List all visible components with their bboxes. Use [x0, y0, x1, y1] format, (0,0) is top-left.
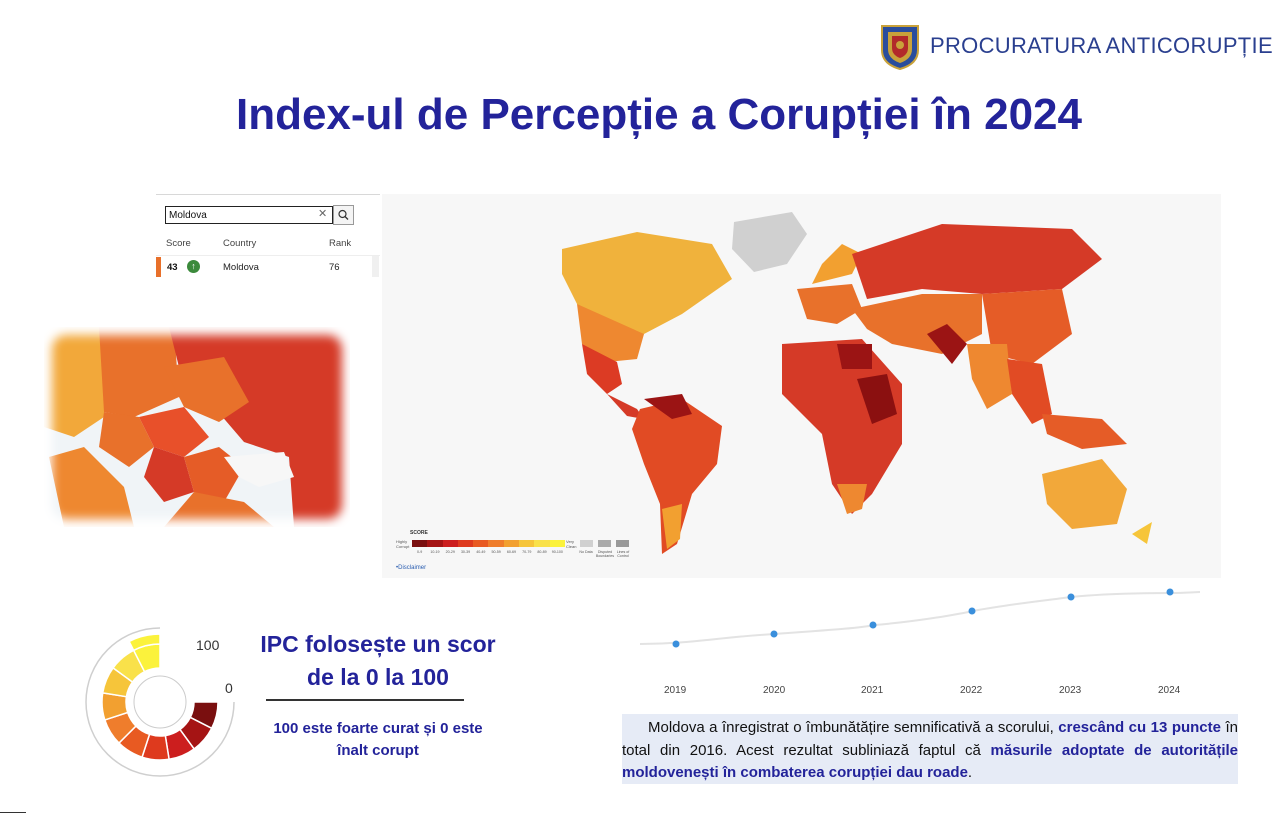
legend-swatch — [549, 540, 565, 547]
legend-swatch — [534, 540, 550, 547]
year-label: 2023 — [1059, 685, 1082, 696]
legend-tick: 60-69 — [506, 550, 517, 554]
summary-highlight: măsurile adoptate de autoritățile moldov… — [622, 741, 1238, 782]
trend-point-2022 — [968, 607, 976, 615]
legend-color-scale — [412, 540, 565, 547]
summary-highlight: crescând cu 13 puncte — [1058, 719, 1221, 736]
column-country[interactable]: Country — [223, 238, 257, 249]
world-choropleth-map — [562, 212, 1152, 554]
legend-swatch — [457, 540, 474, 547]
trend-point-2019 — [672, 640, 680, 648]
legend-swatch — [412, 540, 428, 547]
gauge-outline — [85, 627, 235, 777]
legend-tick: 30-39 — [460, 550, 471, 554]
legend-tick: 40-49 — [476, 550, 486, 554]
column-rank[interactable]: Rank — [329, 238, 352, 249]
legend-tick: 80-89 — [537, 550, 547, 554]
legend-tick: 10-19 — [430, 550, 440, 554]
result-score: 43 — [167, 262, 178, 273]
gauge-min-label: 0 — [225, 680, 233, 696]
legend-no-data: No Data — [579, 550, 593, 554]
trend-line — [639, 588, 1200, 648]
result-rank: 76 — [329, 262, 340, 273]
year-label: 2022 — [960, 685, 983, 696]
summary-text: Moldova a înregistrat o îmbunătățire sem… — [622, 717, 1238, 785]
trend-point-2020 — [770, 630, 778, 638]
search-panel: ✕ Score Country Rank 43 ↑ Moldova 76 — [156, 194, 380, 277]
result-row[interactable]: 43 ↑ Moldova 76 — [156, 255, 380, 278]
search-input[interactable] — [165, 206, 333, 224]
ipc-heading: IPC folosește un scor de la 0 la 100 — [260, 631, 496, 690]
legend-ticks: 0-9 10-19 20-29 30-39 40-49 50-59 60-69 70-79 80… — [412, 550, 565, 554]
score-gauge — [85, 627, 235, 777]
year-label: 2019 — [664, 685, 687, 696]
summary-part: . — [967, 764, 973, 781]
legend-low-label: Highly Corrupt — [396, 539, 410, 549]
result-country: Moldova — [223, 262, 259, 273]
legend-swatch — [427, 540, 443, 547]
legend-disputed-swatch — [598, 540, 611, 547]
legend-swatch — [519, 540, 535, 547]
legend-tick: 20-29 — [445, 550, 455, 554]
year-label: 2021 — [861, 685, 884, 696]
prosecutor-shield-logo — [881, 25, 919, 70]
legend-no-data-swatch — [580, 540, 593, 547]
legend-swatch — [473, 540, 489, 547]
europe-zoom-map — [44, 327, 350, 527]
year-label: 2024 — [1158, 685, 1181, 696]
legend-control-swatch — [616, 540, 629, 547]
legend-tick: 90-100 — [551, 550, 563, 554]
divider — [266, 699, 464, 701]
legend-swatch — [488, 540, 504, 547]
world-map-panel: SCORE Highly Corrupt Very Clean 0-9 10-19… — [382, 194, 1221, 578]
legend-swatch — [503, 540, 520, 547]
gauge-segment — [128, 633, 161, 652]
legend-title: SCORE — [410, 530, 428, 536]
trend-point-2024 — [1166, 588, 1174, 596]
disclaimer-text: Disclaimer — [398, 565, 427, 571]
page-title: Index-ul de Percepție a Corupției în 202… — [235, 90, 1083, 139]
legend-high-label: Very Clean — [566, 539, 577, 549]
ipc-subtitle: 100 este foarte curat și 0 este înalt co… — [273, 720, 483, 759]
scrollbar[interactable] — [372, 256, 379, 277]
summary-box: Moldova a înregistrat o îmbunătățire sem… — [622, 714, 1238, 784]
legend-tick: 50-59 — [491, 550, 501, 554]
gauge-max-label: 100 — [196, 637, 220, 653]
search-icon — [338, 209, 349, 220]
trend-up-icon: ↑ — [187, 260, 200, 273]
summary-part: în total din 2016. Acest rezultat sublin… — [622, 719, 1238, 759]
trend-point-2023 — [1067, 593, 1075, 601]
disclaimer-link[interactable]: •Disclaimer — [396, 565, 427, 571]
clear-icon[interactable]: ✕ — [318, 208, 328, 220]
search-button[interactable] — [333, 205, 354, 225]
legend-swatch — [442, 540, 458, 547]
legend-tick: 0-9 — [417, 550, 423, 554]
trend-point-2021 — [869, 621, 877, 629]
legend-lines-of-control: Lines of Control — [616, 550, 630, 558]
column-score[interactable]: Score — [166, 238, 191, 249]
legend-tick: 70-79 — [522, 550, 532, 554]
page-edge-line — [0, 812, 26, 813]
score-color-bar — [156, 257, 161, 277]
summary-part: Moldova a înregistrat o îmbunătățire sem… — [648, 719, 1059, 736]
year-label: 2020 — [763, 685, 786, 696]
legend-disputed: Disputed Boundaries — [595, 550, 615, 558]
org-name: PROCURATURA ANTICORUPȚIE — [930, 33, 1273, 58]
